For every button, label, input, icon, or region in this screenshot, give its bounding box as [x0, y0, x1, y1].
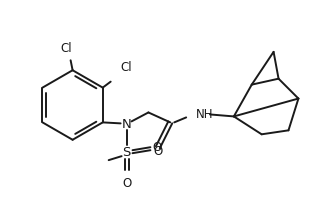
- Text: O: O: [122, 177, 131, 190]
- Text: O: O: [154, 145, 163, 158]
- Text: NH: NH: [196, 108, 214, 121]
- Text: N: N: [122, 118, 132, 131]
- Text: Cl: Cl: [61, 42, 72, 55]
- Text: S: S: [122, 146, 131, 159]
- Text: Cl: Cl: [121, 61, 132, 74]
- Text: O: O: [152, 141, 162, 154]
